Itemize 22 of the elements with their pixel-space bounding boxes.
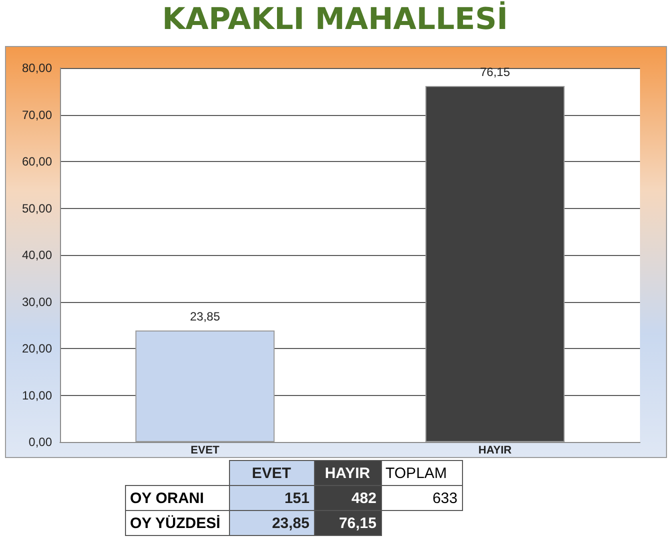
data-label: 76,15	[314, 510, 381, 536]
y-tick-label: 30,00	[22, 294, 52, 309]
text: 633	[381, 486, 462, 510]
text: OY YÜZDESİ	[126, 510, 229, 536]
y-tick-label: 70,00	[22, 108, 52, 122]
text: OY ORANI	[126, 486, 229, 510]
text: 482	[314, 486, 381, 510]
y-tick-label: 10,00	[22, 388, 52, 402]
category-label: EVET	[252, 464, 292, 482]
category-label: HAYIR	[324, 464, 370, 482]
y-tick-label: 50,00	[22, 201, 52, 216]
chart-title: KAPAKLI MAHALLESİ	[161, 2, 509, 37]
text: 76,15	[480, 65, 510, 79]
text: TOPLAM	[381, 460, 462, 486]
y-tick-label: 40,00	[22, 248, 52, 262]
y-tick-label: 80,00	[22, 61, 52, 75]
y-tick-label: 0,00	[28, 435, 52, 449]
y-tick-label: 20,00	[22, 342, 52, 356]
text: 151	[229, 486, 314, 510]
y-tick-label: 60,00	[22, 154, 52, 168]
data-label: 23,85	[229, 510, 314, 536]
text: 23,85	[190, 310, 220, 324]
